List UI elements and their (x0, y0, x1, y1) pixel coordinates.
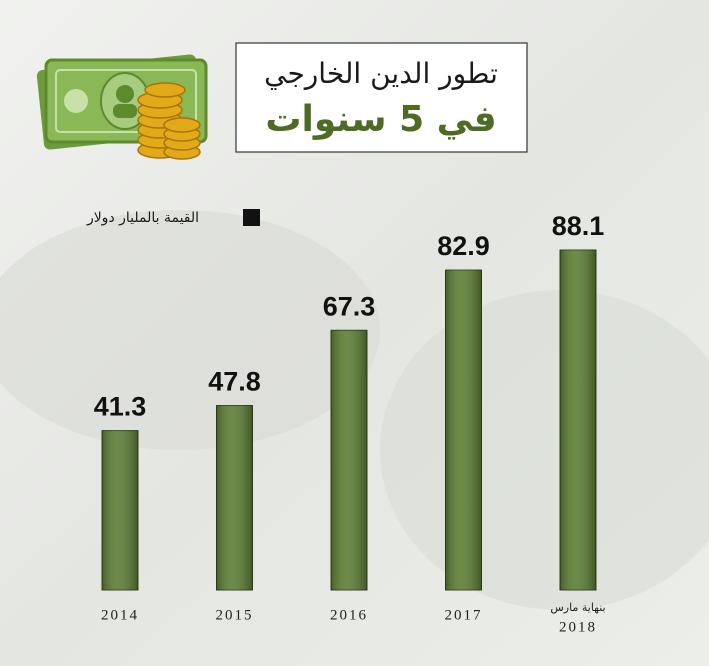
background-bill (0, 210, 380, 450)
bar (559, 249, 597, 591)
value-label: 88.1 (552, 211, 605, 241)
title-box (235, 42, 528, 153)
x-tick-label: 2016 (330, 607, 368, 623)
bar (216, 405, 253, 591)
x-tick-label: 2014 (101, 607, 139, 623)
x-tick-label: 2017 (445, 607, 483, 623)
value-label: 41.3 (94, 392, 147, 422)
x-tick-label: 2015 (216, 607, 254, 623)
legend-marker (243, 209, 260, 226)
bar (101, 430, 139, 591)
x-tick-label: 2018 (559, 619, 597, 635)
value-label: 67.3 (323, 291, 376, 321)
value-label: 47.8 (208, 367, 261, 397)
money-icon (36, 54, 208, 160)
value-label: 82.9 (437, 231, 490, 261)
legend-label: القيمة بالمليار دولار (86, 210, 199, 226)
bar (330, 329, 368, 591)
bar (445, 269, 482, 591)
chart-title: تطور الدين الخارجي (264, 57, 498, 90)
chart-subtitle: في 5 سنوات (265, 99, 496, 140)
x-tick-annotation: بنهاية مارس (550, 601, 605, 614)
